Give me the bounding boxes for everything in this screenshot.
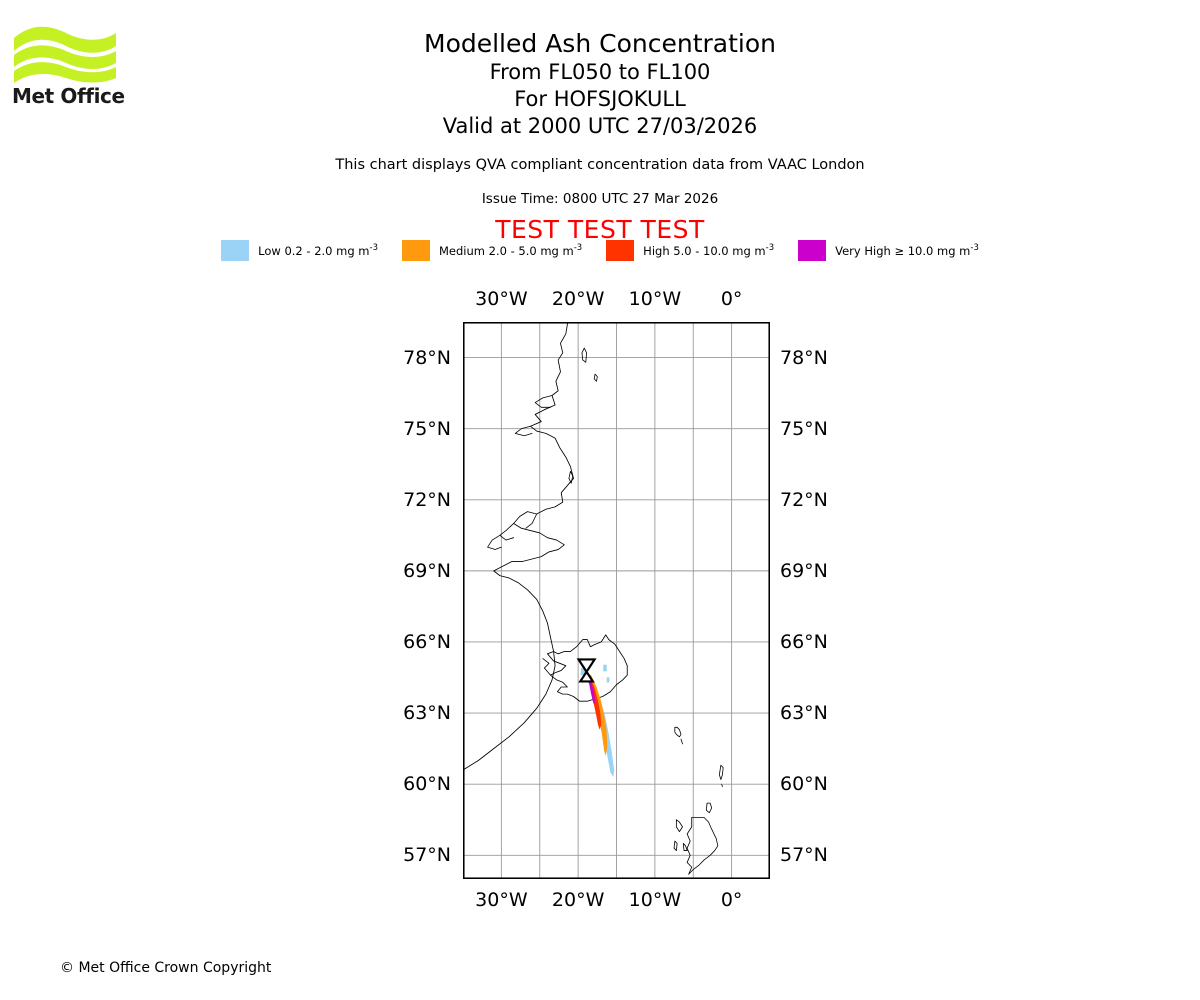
isle-of-skye [682, 843, 688, 851]
plume-band-high [584, 670, 602, 730]
plume-band-medium [583, 669, 608, 756]
map-plot-area [463, 322, 770, 879]
plume-band-low [580, 668, 615, 778]
greenland-fjord-2 [514, 425, 533, 437]
legend-item-high: High 5.0 - 10.0 mg m-3 [606, 240, 774, 261]
legend-swatch-medium [401, 240, 430, 261]
lat-tick-label-right-1: 75°N [780, 417, 828, 440]
ash-concentration-map: 30°W 20°W 10°W 0° 30°W 20°W 10°W 0° [0, 288, 1200, 911]
legend-item-very-high: Very High ≥ 10.0 mg m-3 [798, 240, 979, 261]
lat-tick-label-right-3: 69°N [780, 559, 828, 582]
lon-tick-label-bottom-3: 0° [720, 889, 743, 911]
lon-tick-label-top-2: 10°W [628, 288, 682, 310]
legend-swatch-very-high [798, 240, 827, 261]
jan-mayen-island [568, 470, 574, 484]
volcano-bowtie-icon [576, 658, 597, 683]
lat-tick-label-left-2: 72°N [403, 488, 451, 511]
map-gridlines [463, 322, 770, 879]
greenland-fjord-3 [525, 513, 538, 529]
lat-tick-label-left-7: 57°N [403, 844, 451, 867]
iceland-westfjords [542, 658, 551, 676]
concentration-legend: Low 0.2 - 2.0 mg m-3 Medium 2.0 - 5.0 mg… [0, 240, 1200, 261]
logo-wordmark: Met Office [12, 84, 125, 108]
lon-tick-label-bottom-2: 10°W [628, 889, 682, 911]
volcano-marker [576, 658, 597, 683]
lat-tick-label-left-0: 78°N [403, 346, 451, 369]
lon-tick-label-top-1: 20°W [551, 288, 605, 310]
met-office-logo: Met Office [12, 22, 132, 114]
lat-tick-label-right-6: 60°N [780, 773, 828, 796]
lon-tick-label-bottom-0: 30°W [475, 889, 528, 911]
longitude-axis-bottom: 30°W 20°W 10°W 0° [0, 885, 1200, 911]
plume-patch-low-1 [606, 677, 610, 683]
lat-tick-label-right-2: 72°N [780, 488, 828, 511]
faroe-islands-south [680, 738, 683, 745]
title-flight-levels: From FL050 to FL100 [489, 60, 711, 84]
legend-swatch-high [606, 240, 635, 261]
issue-time: Issue Time: 0800 UTC 27 Mar 2026 [481, 191, 719, 207]
outer-hebrides-uist [673, 840, 678, 851]
shetland-islands [718, 764, 724, 780]
legend-label-high: High 5.0 - 10.0 mg m-3 [643, 243, 775, 258]
legend-item-medium: Medium 2.0 - 5.0 mg m-3 [401, 240, 583, 261]
greenland-coastline [463, 322, 574, 771]
lat-tick-label-left-6: 60°N [403, 773, 451, 796]
lon-tick-label-top-3: 0° [720, 288, 743, 310]
legend-item-low: Low 0.2 - 2.0 mg m-3 [221, 240, 378, 261]
plume-band-very-high [585, 670, 596, 705]
strapline: This chart displays QVA compliant concen… [335, 157, 865, 173]
lat-tick-label-left-4: 66°N [403, 630, 451, 653]
greenland-fjord-1 [534, 395, 553, 408]
lat-tick-label-left-1: 75°N [403, 417, 451, 440]
lat-tick-label-right-0: 78°N [780, 346, 828, 369]
longitude-axis-top: 30°W 20°W 10°W 0° [0, 288, 1200, 314]
shetland-fair-isle [721, 783, 723, 787]
lat-tick-label-left-5: 63°N [403, 702, 451, 725]
legend-swatch-low [221, 240, 250, 261]
legend-label-very-high: Very High ≥ 10.0 mg m-3 [835, 243, 979, 258]
plume-patch-low-0 [603, 664, 607, 672]
greenland-island-1 [581, 347, 587, 363]
greenland-fjord-5 [487, 534, 502, 550]
title-valid-time: Valid at 2000 UTC 27/03/2026 [442, 114, 758, 138]
outer-hebrides-lewis [675, 819, 683, 832]
met-office-wave-icon [14, 26, 116, 83]
scotland-coastline [686, 816, 719, 875]
title-volcano: For HOFSJOKULL [514, 87, 686, 111]
map-frame [463, 322, 770, 879]
lon-tick-label-bottom-1: 20°W [551, 889, 605, 911]
lat-tick-label-left-3: 69°N [403, 559, 451, 582]
ash-plume [580, 664, 615, 778]
test-banner: TEST TEST TEST [495, 215, 705, 244]
lat-tick-label-right-4: 66°N [780, 630, 828, 653]
title-block: Modelled Ash Concentration From FL050 to… [0, 28, 1200, 140]
faroe-islands [674, 726, 682, 738]
legend-label-medium: Medium 2.0 - 5.0 mg m-3 [438, 243, 583, 258]
orkney-islands [705, 802, 713, 814]
page-title: Modelled Ash Concentration [424, 29, 776, 58]
lat-tick-label-right-5: 63°N [780, 702, 828, 725]
legend-label-low: Low 0.2 - 2.0 mg m-3 [258, 243, 378, 258]
greenland-island-2 [593, 373, 598, 382]
copyright-notice: © Met Office Crown Copyright [60, 960, 272, 976]
lat-tick-label-right-7: 57°N [780, 844, 828, 867]
lon-tick-label-top-0: 30°W [475, 288, 528, 310]
